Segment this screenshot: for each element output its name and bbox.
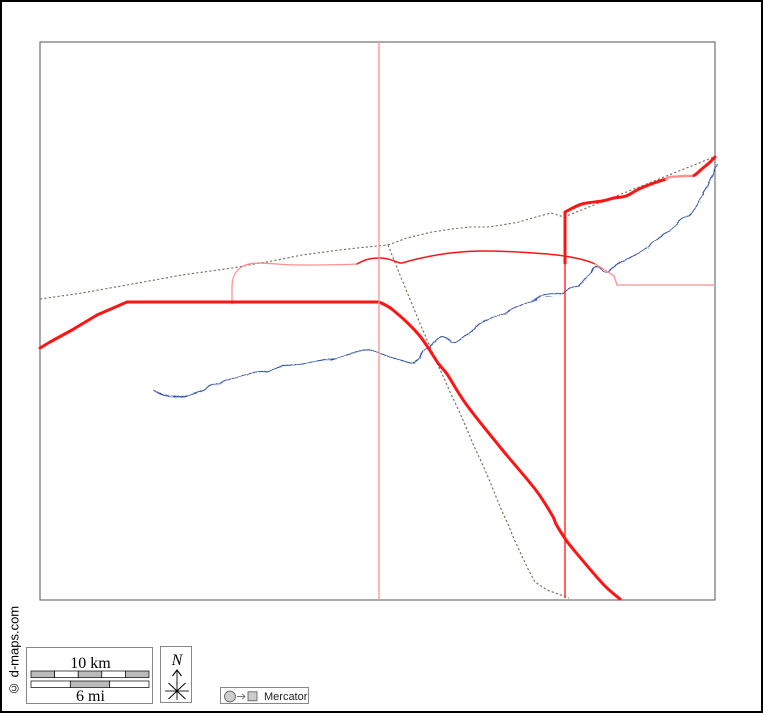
- svg-text:Mercator: Mercator: [264, 691, 308, 703]
- svg-text:N: N: [171, 652, 184, 669]
- svg-text:10 km: 10 km: [70, 655, 111, 672]
- svg-text:6 mi: 6 mi: [76, 688, 105, 705]
